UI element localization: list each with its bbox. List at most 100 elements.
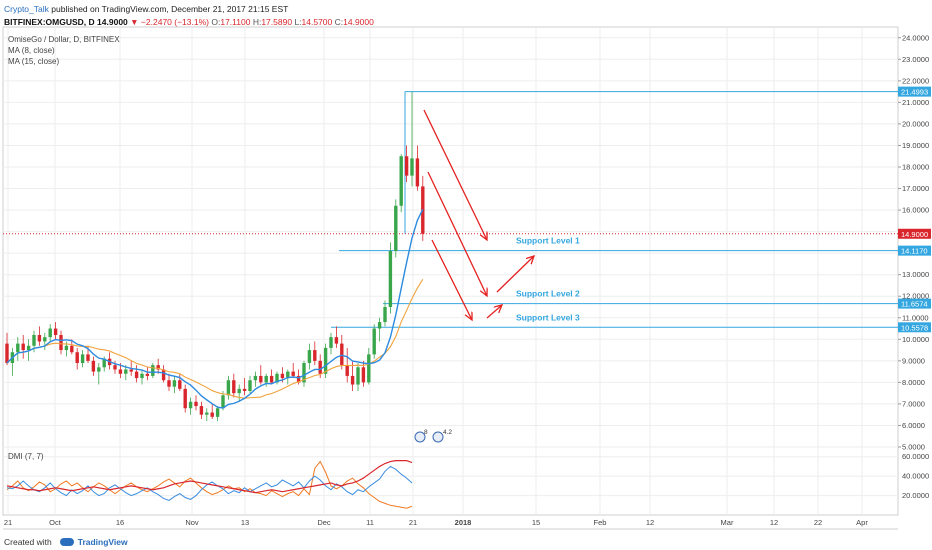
candle-body[interactable] — [151, 365, 155, 376]
candle-body[interactable] — [16, 343, 20, 353]
candle-body[interactable] — [183, 388, 187, 409]
footer: Created with TradingView — [4, 537, 128, 547]
candle-body[interactable] — [75, 352, 79, 363]
candle-body[interactable] — [178, 380, 182, 389]
candle-body[interactable] — [53, 328, 58, 335]
x-tick-label: Mar — [721, 518, 734, 527]
candle-body[interactable] — [43, 337, 47, 342]
candle-body[interactable] — [377, 322, 382, 329]
candle-body[interactable] — [194, 401, 198, 407]
candle-body[interactable] — [232, 380, 236, 394]
candle-body[interactable] — [145, 373, 150, 376]
candle-body[interactable] — [48, 328, 52, 338]
candle-body[interactable] — [226, 380, 231, 396]
candle-body[interactable] — [329, 337, 333, 348]
candle-body[interactable] — [118, 369, 123, 374]
candle-body[interactable] — [340, 343, 344, 366]
candle-body[interactable] — [64, 345, 69, 351]
candle-body[interactable] — [275, 373, 279, 383]
candle-body[interactable] — [70, 345, 74, 353]
candle-body[interactable] — [140, 373, 144, 379]
candle-body[interactable] — [248, 380, 252, 391]
x-tick-label: 16 — [116, 518, 124, 527]
candle-body[interactable] — [188, 401, 193, 409]
candle-body[interactable] — [102, 358, 106, 368]
candle-body[interactable] — [86, 354, 90, 361]
x-tick-label: 12 — [770, 518, 778, 527]
legend-ma15[interactable]: MA (15, close) — [8, 57, 60, 66]
candle-body[interactable] — [318, 360, 322, 374]
candle-body[interactable] — [91, 360, 96, 372]
candle-body[interactable] — [124, 369, 128, 374]
candle-body[interactable] — [367, 354, 371, 383]
candle-body[interactable] — [264, 375, 268, 383]
candle-body[interactable] — [383, 307, 387, 323]
candle-body[interactable] — [296, 375, 301, 383]
candle-body[interactable] — [237, 388, 241, 394]
candle-body[interactable] — [313, 350, 317, 361]
candle-body[interactable] — [26, 345, 31, 351]
candle-body[interactable] — [388, 251, 393, 307]
support-label: Support Level 3 — [516, 312, 580, 322]
candle-body[interactable] — [372, 328, 376, 355]
last-price-tag — [898, 228, 931, 239]
adx-line — [6, 460, 413, 494]
candle-body[interactable] — [269, 375, 274, 383]
candle-body[interactable] — [307, 350, 312, 363]
x-tick-label: 2018 — [455, 518, 472, 527]
y-tick-label: 6.0000 — [902, 421, 925, 430]
candle-body[interactable] — [356, 367, 360, 385]
candle-body[interactable] — [242, 388, 247, 391]
legend-dmi[interactable]: DMI (7, 7) — [8, 452, 44, 461]
candle-body[interactable] — [253, 375, 258, 381]
candle-body[interactable] — [210, 412, 214, 417]
candle-body[interactable] — [399, 156, 403, 206]
created-with-text: Created with — [4, 537, 52, 547]
y-tick-label: 9.0000 — [902, 356, 925, 365]
tradingview-brand[interactable]: TradingView — [77, 537, 128, 547]
event-flag-icon[interactable] — [432, 431, 444, 443]
candle-body[interactable] — [129, 369, 133, 372]
candle-body[interactable] — [205, 412, 209, 415]
trend-arrow — [486, 305, 502, 319]
candle-body[interactable] — [286, 371, 290, 379]
candle-body[interactable] — [323, 347, 328, 374]
candle-body[interactable] — [32, 335, 36, 346]
candle-body[interactable] — [199, 406, 204, 415]
candle-body[interactable] — [291, 371, 295, 376]
price-change: ▼ −2.2470 (−13.1%) — [130, 17, 209, 27]
candle-body[interactable] — [280, 373, 285, 379]
candle-body[interactable] — [404, 156, 409, 176]
candle-body[interactable] — [156, 365, 160, 370]
event-flag-icon[interactable] — [414, 431, 426, 443]
candle-body[interactable] — [161, 369, 166, 381]
candle-body[interactable] — [259, 375, 263, 383]
candle-body[interactable] — [113, 365, 117, 370]
candle-body[interactable] — [215, 408, 220, 417]
candle-body[interactable] — [410, 158, 414, 176]
author-link[interactable]: Crypto_Talk — [4, 4, 49, 14]
candle-body[interactable] — [5, 343, 9, 363]
x-tick-label: Feb — [594, 518, 607, 527]
candle-body[interactable] — [415, 158, 420, 187]
candle-body[interactable] — [80, 354, 85, 363]
candle-body[interactable] — [302, 363, 306, 383]
candle-body[interactable] — [134, 371, 139, 379]
candle-body[interactable] — [59, 335, 63, 351]
candle-body[interactable] — [350, 375, 355, 385]
candle-body[interactable] — [221, 395, 225, 409]
candle-body[interactable] — [361, 367, 366, 383]
candle-body[interactable] — [97, 367, 101, 372]
candle-body[interactable] — [37, 335, 42, 342]
trend-arrow — [496, 256, 534, 293]
candle-body[interactable] — [172, 380, 177, 387]
candle-body[interactable] — [394, 205, 398, 251]
x-tick-label: Nov — [185, 518, 199, 527]
candle-body[interactable] — [334, 337, 339, 344]
candle-body[interactable] — [345, 365, 349, 376]
candle-body[interactable] — [21, 343, 25, 351]
trend-arrow — [427, 171, 487, 296]
candle-body[interactable] — [167, 380, 171, 387]
legend-ma8[interactable]: MA (8, close) — [8, 46, 55, 55]
